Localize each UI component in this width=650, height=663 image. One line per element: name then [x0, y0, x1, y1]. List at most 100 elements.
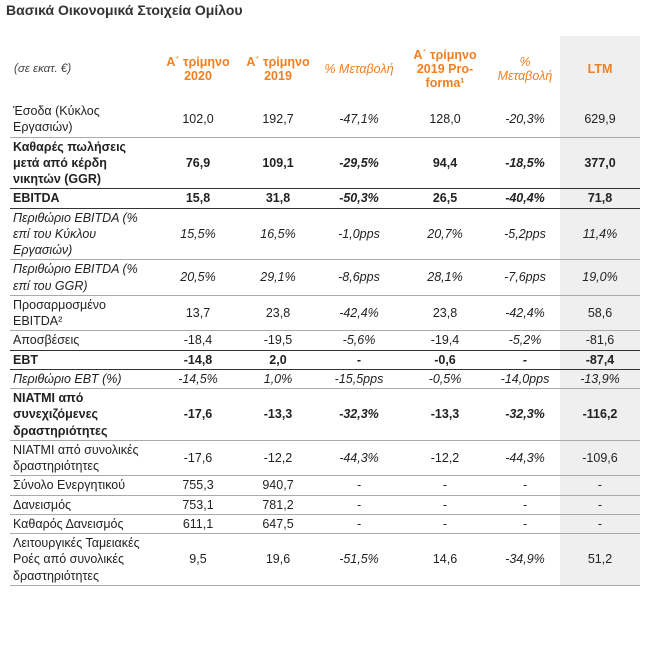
cell: -: [318, 350, 400, 370]
cell: 58,6: [560, 295, 640, 332]
cell: 377,0: [560, 137, 640, 190]
table-row: EBITDA 15,8 31,8 -50,3% 26,5 -40,4% 71,8: [10, 188, 640, 209]
cell: 26,5: [400, 188, 490, 209]
cell: -: [400, 514, 490, 535]
cell: -14,0pps: [490, 369, 560, 390]
header-row: (σε εκατ. €) Α΄ τρίμηνο 2020 Α΄ τρίμηνο 20…: [10, 36, 640, 102]
row-label: Περιθώριο EBITDA (% επί του GGR): [10, 259, 158, 296]
cell: -32,3%: [318, 388, 400, 441]
cell: 28,1%: [400, 259, 490, 296]
cell: 20,7%: [400, 208, 490, 261]
cell: -: [560, 475, 640, 496]
cell: -81,6: [560, 330, 640, 351]
cell: 19,0%: [560, 259, 640, 296]
cell: 76,9: [158, 137, 238, 190]
table-row: Έσοδα (Κύκλος Εργασιών) 102,0 192,7 -47,1% 1…: [10, 102, 640, 138]
table-row: Δανεισμός 753,1 781,2- - - -: [10, 495, 640, 515]
cell: -15,5pps: [318, 369, 400, 390]
row-label: ΝΙΑΤΜΙ από συνεχιζόμενες δραστηριότητες: [10, 388, 158, 441]
row-label: Καθαρές πωλήσεις μετά από κέρδη νικητών …: [10, 137, 158, 190]
cell: 31,8: [238, 188, 318, 209]
cell: -1,0pps: [318, 208, 400, 261]
cell: 15,8: [158, 188, 238, 209]
row-label: Περιθώριο EBT (%): [10, 369, 158, 390]
column-header: Α΄ τρίμηνο 2020: [166, 55, 230, 83]
cell: -: [490, 475, 560, 496]
cell: -18,4: [158, 330, 238, 351]
cell: 19,6: [238, 533, 318, 586]
cell: 13,7: [158, 295, 238, 332]
cell: -13,3: [400, 388, 490, 441]
row-label: Αποσβέσεις: [10, 330, 158, 351]
cell: 15,5%: [158, 208, 238, 261]
table-row: Περιθώριο EBITDA (% επί του Κύκλου Εργασ…: [10, 208, 640, 261]
row-label: Περιθώριο EBITDA (% επί του Κύκλου Εργασ…: [10, 208, 158, 261]
cell: -0,5%: [400, 369, 490, 390]
cell: -42,4%: [318, 295, 400, 332]
cell: -42,4%: [490, 295, 560, 332]
row-label: Δανεισμός: [10, 495, 158, 515]
cell: 940,7: [238, 475, 318, 496]
table-row: Λειτουργικές Ταμειακές Ροές από συνολικέ…: [10, 533, 640, 586]
cell: -40,4%: [490, 188, 560, 209]
row-label: Καθαρός Δανεισμός: [10, 514, 158, 535]
cell: -17,6: [158, 388, 238, 441]
cell: -: [318, 514, 400, 535]
cell: -17,6: [158, 440, 238, 477]
cell: -: [490, 350, 560, 370]
cell: -: [560, 514, 640, 535]
column-header: % Μεταβολή: [497, 55, 553, 83]
cell: 2,0: [238, 350, 318, 370]
cell: -12,2: [400, 440, 490, 477]
cell: -44,3%: [490, 440, 560, 477]
cell: -50,3%: [318, 188, 400, 209]
cell: 192,7: [238, 102, 318, 138]
cell: -: [318, 495, 400, 515]
column-header: LTM: [560, 36, 640, 102]
cell: -19,5: [238, 330, 318, 351]
cell: -20,3%: [490, 102, 560, 138]
cell: 781,2: [238, 495, 318, 515]
cell: 629,9: [560, 102, 640, 138]
cell: -: [400, 475, 490, 496]
cell: -: [318, 475, 400, 496]
cell: -32,3%: [490, 388, 560, 441]
cell: -87,4: [560, 350, 640, 370]
cell: -5,2pps: [490, 208, 560, 261]
table-row: Περιθώριο EBT (%) -14,5% 1,0% -15,5pps -0,5%…: [10, 369, 640, 390]
table-row: ΝΙΑΤΜΙ από συνεχιζόμενες δραστηριότητες -…: [10, 388, 640, 441]
cell: -: [490, 514, 560, 535]
cell: -51,5%: [318, 533, 400, 586]
cell: 753,1: [158, 495, 238, 515]
row-label: Λειτουργικές Ταμειακές Ροές από συνολικέ…: [10, 533, 158, 586]
cell: 11,4%: [560, 208, 640, 261]
table-row: Αποσβέσεις -18,4 -19,5 -5,6% -19,4 -5,2% -81,6: [10, 330, 640, 351]
cell: -34,9%: [490, 533, 560, 586]
cell: 23,8: [238, 295, 318, 332]
cell: -47,1%: [318, 102, 400, 138]
cell: 71,8: [560, 188, 640, 209]
cell: -7,6pps: [490, 259, 560, 296]
cell: -14,5%: [158, 369, 238, 390]
row-label: Προσαρμοσμένο EBITDA²: [10, 295, 158, 332]
row-label: Έσοδα (Κύκλος Εργασιών): [10, 102, 158, 138]
cell: -: [490, 495, 560, 515]
cell: 128,0: [400, 102, 490, 138]
cell: -8,6pps: [318, 259, 400, 296]
column-header: Α΄ τρίμηνο 2019 Pro-forma¹: [413, 48, 477, 90]
cell: 20,5%: [158, 259, 238, 296]
table-row: Σύνολο Ενεργητικού 755,3 940,7- - - -: [10, 475, 640, 496]
cell: 29,1%: [238, 259, 318, 296]
table-row: Καθαρές πωλήσεις μετά από κέρδη νικητών …: [10, 137, 640, 190]
cell: -0,6: [400, 350, 490, 370]
cell: 109,1: [238, 137, 318, 190]
cell: -: [400, 495, 490, 515]
row-label: ΝΙΑΤΜΙ από συνολικές δραστηριότητες: [10, 440, 158, 477]
cell: 16,5%: [238, 208, 318, 261]
table-row: Καθαρός Δανεισμός 611,1 647,5- - - -: [10, 514, 640, 535]
financial-table: (σε εκατ. €) Α΄ τρίμηνο 2020 Α΄ τρίμηνο 20…: [10, 36, 640, 586]
cell: 9,5: [158, 533, 238, 586]
cell: -: [560, 495, 640, 515]
cell: -12,2: [238, 440, 318, 477]
